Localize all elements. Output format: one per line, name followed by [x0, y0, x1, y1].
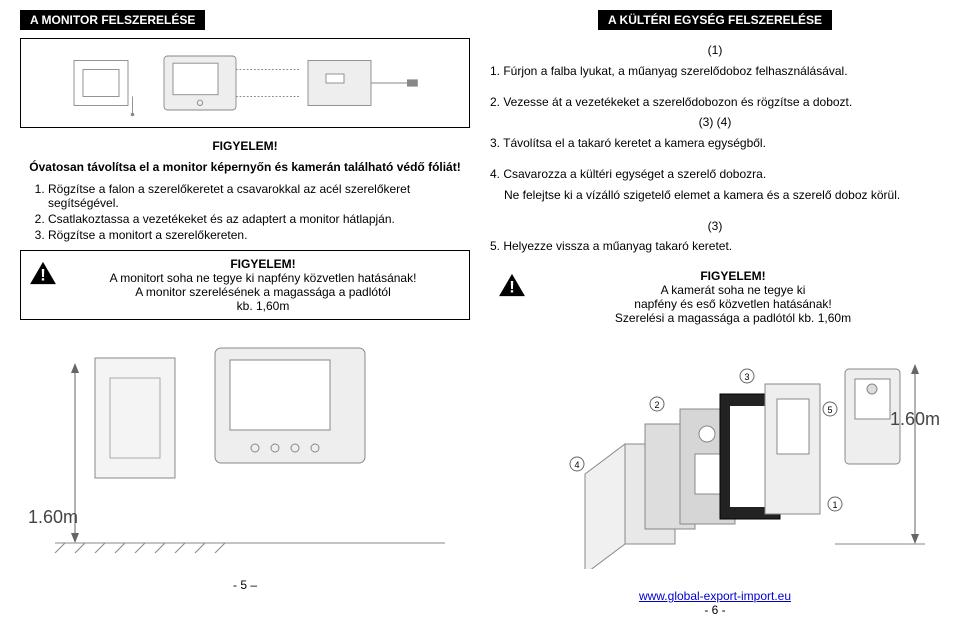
- left-warning2-title: FIGYELEM!: [65, 257, 461, 271]
- footer-link[interactable]: www.global-export-import.eu: [639, 589, 791, 603]
- warning-triangle-icon: !: [29, 261, 57, 285]
- warning-triangle-icon: !: [498, 273, 526, 297]
- left-warning2-line3: kb. 1,60m: [65, 299, 461, 313]
- right-step5: 5. Helyezze vissza a műanyag takaró kere…: [490, 238, 940, 255]
- svg-text:4: 4: [574, 460, 579, 470]
- right-warning-line3: Szerelési a magassága a padlótól kb. 1,6…: [534, 311, 932, 325]
- svg-text:2: 2: [654, 400, 659, 410]
- right-page-number: - 6 -: [704, 603, 725, 617]
- left-steps: Rögzítse a falon a szerelőkeretet a csav…: [20, 182, 470, 242]
- right-height-label: 1.60m: [890, 409, 940, 430]
- left-warning1-title: FIGYELEM!: [20, 138, 470, 155]
- right-ref3b: (3): [490, 218, 940, 235]
- right-step4b: Ne felejtse ki a vízálló szigetelő eleme…: [490, 187, 940, 204]
- monitor-wall-icon: [20, 328, 470, 558]
- left-warning2-box: ! FIGYELEM! A monitort soha ne tegye ki …: [20, 250, 470, 320]
- left-header: A MONITOR FELSZERELÉSE: [20, 10, 205, 30]
- outdoor-exploded-icon: 5 3 2 4 1: [490, 339, 940, 569]
- svg-text:3: 3: [744, 372, 749, 382]
- left-step-1: Rögzítse a falon a szerelőkeretet a csav…: [48, 182, 470, 210]
- left-warning2-line2: A monitor szerelésének a magassága a pad…: [65, 285, 461, 299]
- left-warning1-text: Óvatosan távolítsa el a monitor képernyő…: [20, 159, 470, 176]
- right-step1: 1. Fúrjon a falba lyukat, a műanyag szer…: [490, 63, 940, 80]
- svg-text:!: !: [40, 265, 46, 284]
- left-step-2: Csatlakoztassa a vezetékeket és az adapt…: [48, 212, 470, 226]
- right-step4a: 4. Csavarozza a kültéri egységet a szere…: [490, 166, 940, 183]
- right-warning-title: FIGYELEM!: [534, 269, 932, 283]
- right-column: A KÜLTÉRI EGYSÉG FELSZERELÉSE (1) 1. Fúr…: [490, 10, 940, 617]
- left-height-label: 1.60m: [28, 507, 78, 528]
- left-column: A MONITOR FELSZERELÉSE: [20, 10, 470, 617]
- monitor-illustration-top: [20, 38, 470, 128]
- left-warning2-text: FIGYELEM! A monitort soha ne tegye ki na…: [65, 257, 461, 313]
- page-layout: A MONITOR FELSZERELÉSE: [20, 10, 940, 617]
- svg-text:5: 5: [827, 405, 832, 415]
- left-warning2-line1: A monitort soha ne tegye ki napfény közv…: [65, 271, 461, 285]
- outdoor-unit-illustration: 5 3 2 4 1 1.60m: [490, 339, 940, 569]
- right-warning-text: FIGYELEM! A kamerát soha ne tegye ki nap…: [534, 269, 932, 325]
- left-page-number: - 5 –: [20, 578, 470, 592]
- right-ref1: (1): [490, 42, 940, 59]
- right-step3: 3. Távolítsa el a takaró keretet a kamer…: [490, 135, 940, 152]
- right-step2: 2. Vezesse át a vezetékeket a szerelődob…: [490, 94, 940, 111]
- monitor-mount-illustration: 1.60m: [20, 328, 470, 558]
- right-warning-line1: A kamerát soha ne tegye ki: [534, 283, 932, 297]
- right-header: A KÜLTÉRI EGYSÉG FELSZERELÉSE: [598, 10, 832, 30]
- svg-text:!: !: [509, 278, 515, 297]
- svg-text:1: 1: [832, 500, 837, 510]
- monitor-exploded-icon: [29, 47, 461, 119]
- left-step-3: Rögzítse a monitort a szerelőkereten.: [48, 228, 470, 242]
- right-ref34: (3) (4): [490, 114, 940, 131]
- right-warning-line2: napfény és eső közvetlen hatásának!: [534, 297, 932, 311]
- right-warning-box: ! FIGYELEM! A kamerát soha ne tegye ki n…: [490, 263, 940, 331]
- right-footer: www.global-export-import.eu - 6 -: [490, 589, 940, 617]
